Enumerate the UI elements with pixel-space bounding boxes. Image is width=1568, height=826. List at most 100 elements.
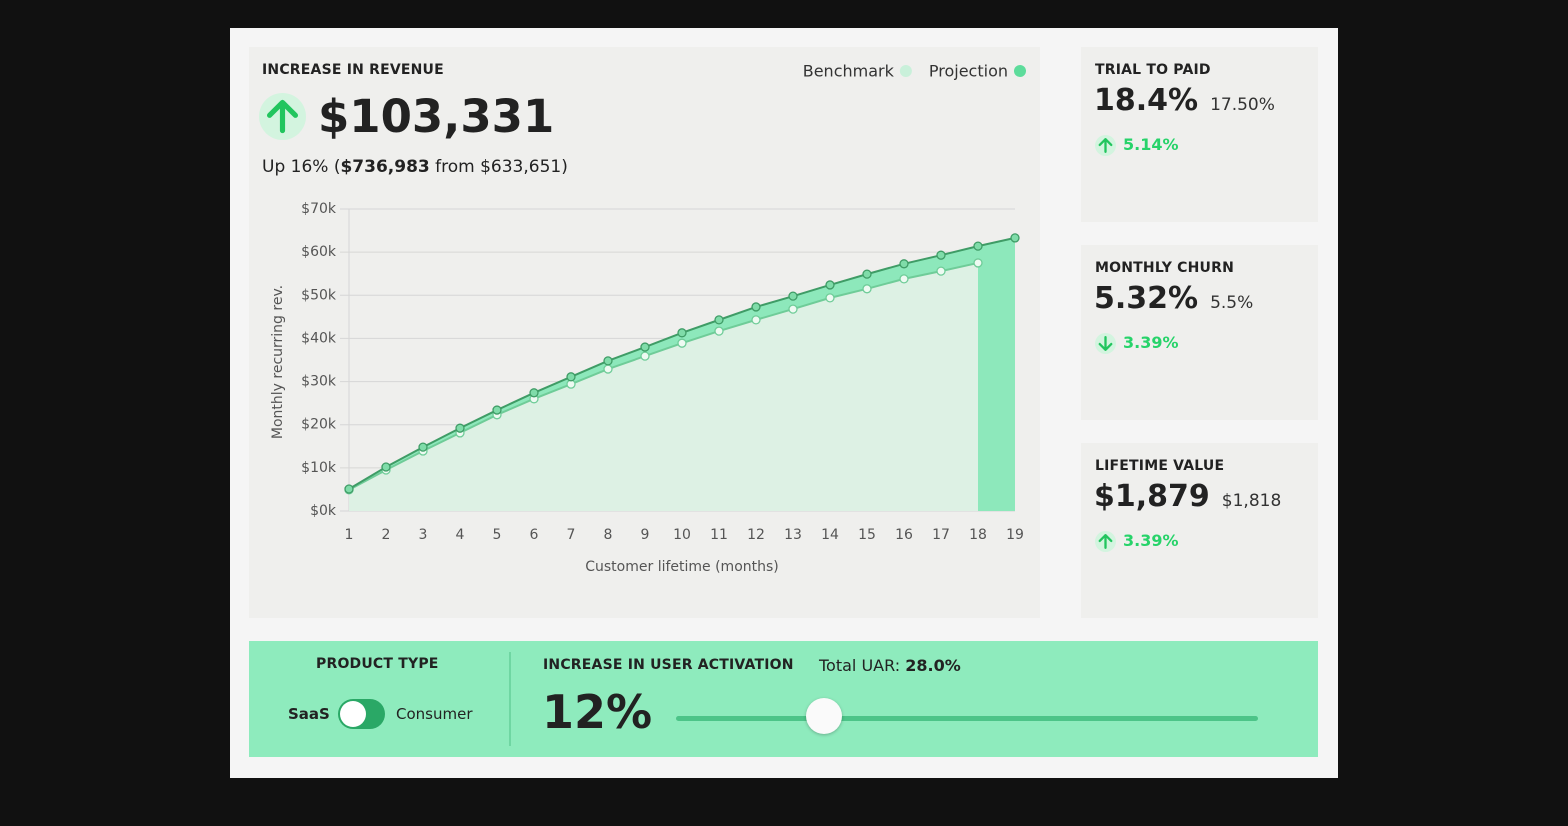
y-tick-label: $20k [301, 417, 337, 433]
legend-label: Projection [929, 62, 1008, 81]
x-tick-label: 1 [345, 527, 354, 543]
metric-value: 5.32% [1094, 281, 1199, 316]
arrow-shape [1098, 534, 1113, 549]
x-tick-label: 4 [456, 527, 465, 543]
metric-title: LIFETIME VALUE [1095, 458, 1225, 474]
x-tick-label: 2 [382, 527, 391, 543]
control-bar [249, 641, 1318, 757]
metric-change: 5.14% [1123, 135, 1179, 154]
point [603, 364, 613, 374]
metric-card [1081, 245, 1318, 420]
y-tick-label: $50k [301, 287, 337, 303]
revenue-value: $103,331 [318, 90, 555, 143]
uar: Total UAR: 28.0% [819, 656, 961, 675]
metric-value: 18.4% [1094, 83, 1199, 118]
x-tick-label: 8 [604, 527, 613, 543]
point [862, 269, 872, 279]
x-tick-label: 11 [710, 527, 728, 543]
metric-card [1081, 47, 1318, 222]
metric-benchmark: 17.50% [1210, 95, 1275, 115]
point [936, 250, 946, 260]
uar-value: 28.0% [905, 656, 961, 675]
line [348, 261, 979, 491]
metric-row: $1,879 $1,818 [1094, 479, 1281, 514]
point [936, 266, 946, 276]
metric-change: 3.39% [1123, 531, 1179, 550]
option-consumer[interactable]: Consumer [396, 705, 473, 723]
legend-swatch [1014, 65, 1026, 77]
point [1010, 233, 1020, 243]
summary-lead: Up 16% ( [262, 157, 341, 177]
trend-icon [1095, 135, 1116, 156]
point [751, 315, 761, 325]
x-tick-label: 9 [641, 527, 650, 543]
arrow-shape [1098, 336, 1113, 351]
point [566, 372, 576, 382]
trend-icon [259, 93, 306, 140]
metric-title: MONTHLY CHURN [1095, 260, 1235, 276]
x-axis-title: Customer lifetime (months) [585, 559, 779, 575]
point [714, 326, 724, 336]
metric-benchmark: $1,818 [1221, 491, 1282, 511]
x-tick-label: 15 [858, 527, 876, 543]
point [677, 338, 687, 348]
option-saas[interactable]: SaaS [288, 705, 330, 723]
point [862, 284, 872, 294]
revenue-title: INCREASE IN REVENUE [262, 62, 444, 78]
y-tick-label: $70k [301, 201, 337, 217]
legend-swatch [899, 65, 912, 77]
x-tick-label: 18 [969, 527, 987, 543]
trend-icon [1095, 531, 1116, 552]
point [677, 328, 687, 338]
x-tick-label: 14 [821, 527, 839, 543]
arrow-shape [266, 99, 299, 134]
metric-change: 3.39% [1123, 333, 1179, 352]
point [603, 356, 613, 366]
point [492, 405, 502, 415]
trend-icon [1095, 333, 1116, 354]
x-tick-label: 6 [530, 527, 539, 543]
uar-label: Total UAR: [819, 656, 901, 675]
metric-row: 18.4% 17.50% [1094, 83, 1275, 118]
point [751, 302, 761, 312]
y-tick-label: $10k [301, 460, 337, 476]
slider-thumb[interactable] [806, 698, 842, 734]
summary-tail: from $633,651) [429, 157, 568, 177]
x-tick-label: 13 [784, 527, 802, 543]
x-tick-label: 5 [493, 527, 502, 543]
point [344, 484, 354, 494]
point [899, 259, 909, 269]
revenue-summary: Up 16% ($736,983 from $633,651) [262, 157, 568, 177]
metric-benchmark: 5.5% [1210, 293, 1254, 313]
point [529, 388, 539, 398]
point [455, 423, 465, 433]
arrow-shape [1098, 138, 1113, 153]
legend-label: Benchmark [803, 62, 895, 81]
arrow [1098, 534, 1113, 549]
arrow [1098, 336, 1113, 351]
divider [509, 652, 511, 746]
metric-card [1081, 443, 1318, 618]
point [973, 241, 983, 251]
slider-track[interactable] [676, 716, 1258, 721]
point [640, 351, 650, 361]
point [973, 258, 983, 268]
metric-row: 5.32% 5.5% [1094, 281, 1253, 316]
y-axis-title: Monthly recurring rev. [270, 285, 286, 439]
x-tick-label: 10 [673, 527, 691, 543]
product-type-title: PRODUCT TYPE [316, 656, 439, 672]
point [788, 291, 798, 301]
x-tick-label: 17 [932, 527, 950, 543]
metric-value: $1,879 [1094, 479, 1210, 514]
x-tick-label: 16 [895, 527, 913, 543]
activation-title: INCREASE IN USER ACTIVATION [543, 657, 794, 673]
toggle[interactable] [338, 699, 385, 729]
point [381, 462, 391, 472]
metric-title: TRIAL TO PAID [1095, 62, 1211, 78]
point [714, 315, 724, 325]
arrow [266, 99, 299, 134]
toggle-knob [340, 701, 366, 727]
x-tick-label: 7 [567, 527, 576, 543]
